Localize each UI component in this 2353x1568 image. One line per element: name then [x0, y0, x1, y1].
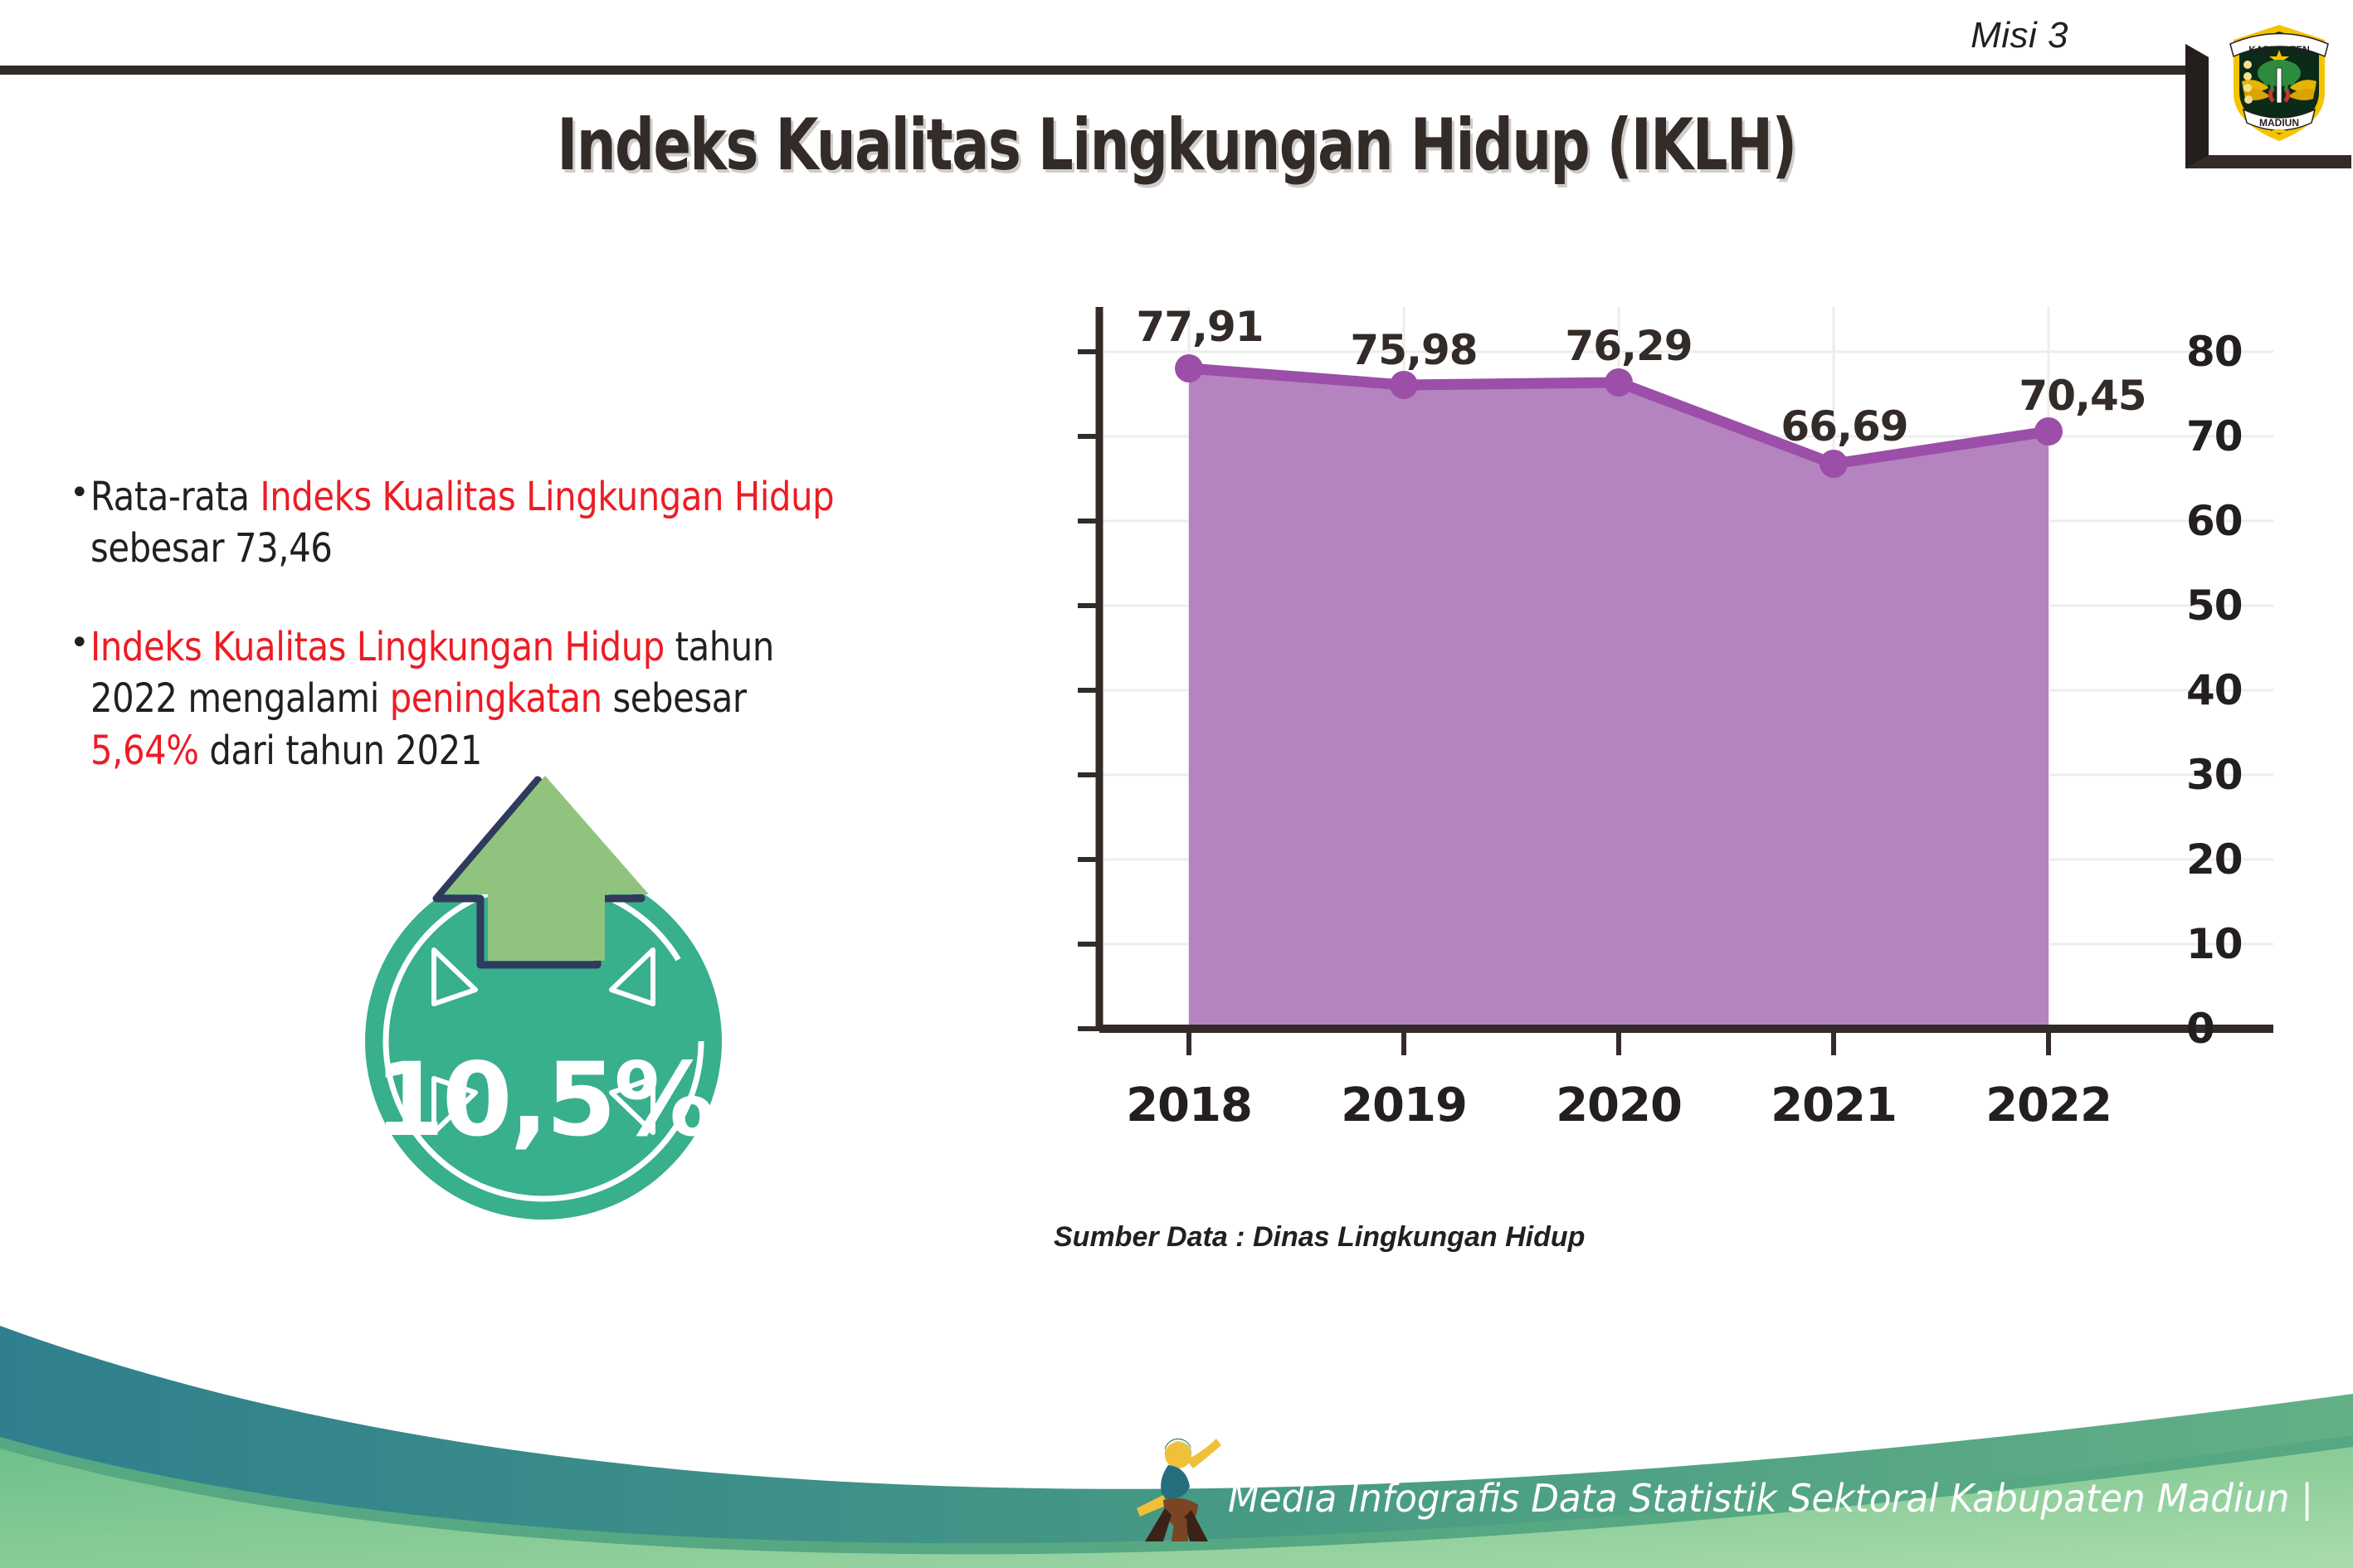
data-point-2022 — [2034, 417, 2063, 446]
chart-source-note: Sumber Data : Dinas Lingkungan Hidup — [1054, 1221, 1586, 1253]
y-tick-label: 60 — [2186, 497, 2243, 545]
chart-area-fill — [1189, 368, 2049, 1029]
bullet-segment: sebesar — [602, 675, 748, 723]
y-tick-label: 30 — [2186, 751, 2243, 799]
data-point-2018 — [1175, 354, 1203, 382]
bullet-list: • Rata-rata Indeks Kualitas Lingkungan H… — [70, 471, 974, 823]
footer-caption: Media Infografis Data Statistik Sektoral… — [1228, 1476, 2314, 1521]
data-label-2019: 75,98 — [1350, 326, 1478, 374]
bullet-text-1: Indeks Kualitas Lingkungan Hidup tahun 2… — [90, 621, 859, 777]
data-point-2020 — [1605, 368, 1633, 397]
bullet-segment: tahun 2022 mengalami — [90, 623, 774, 723]
data-label-2022: 70,45 — [2019, 372, 2146, 420]
data-label-2018: 77,91 — [1136, 303, 1264, 351]
bullet-segment: Rata-rata — [90, 474, 261, 520]
bullet-segment: dari tahun 2021 — [198, 727, 482, 774]
badge-corner-arrows — [431, 947, 655, 1135]
iklh-area-chart: 80 70 60 50 40 30 20 10 0 2018 2019 2020… — [979, 290, 2273, 1203]
data-point-2019 — [1390, 371, 1418, 399]
y-tick-label: 10 — [2186, 920, 2243, 968]
badge-graphic — [365, 776, 722, 1220]
bullet-text-0: Rata-rata Indeks Kualitas Lingkungan Hid… — [90, 471, 859, 575]
chart-svg — [1078, 307, 2273, 1055]
y-tick-label: 80 — [2186, 328, 2243, 376]
kabupaten-madiun-logo: KABUPATEN MADIUN — [2229, 25, 2329, 141]
chart-markers — [1175, 354, 2063, 478]
bullet-segment-highlight: Indeks Kualitas Lingkungan Hidup — [90, 623, 665, 670]
chart-x-ticks — [1186, 1029, 2051, 1055]
y-tick-label: 50 — [2186, 582, 2243, 630]
badge-circle — [365, 863, 722, 1220]
up-arrow-icon — [432, 776, 649, 969]
bullet-segment-highlight: peningkatan — [389, 675, 602, 723]
data-point-2021 — [1820, 450, 1848, 478]
bullet-segment-highlight: Indeks Kualitas Lingkungan Hidup — [260, 474, 835, 520]
footer-wave-bottom — [0, 1447, 2353, 1568]
bullet-segment: sebesar 73,46 — [90, 525, 333, 572]
y-tick-label: 70 — [2186, 412, 2243, 460]
bullet-dot-icon: • — [70, 474, 90, 512]
y-tick-label: 40 — [2186, 666, 2243, 714]
x-tick-label: 2022 — [1985, 1079, 2112, 1132]
chart-y-ticks — [1078, 349, 1099, 1031]
x-tick-label: 2021 — [1771, 1079, 1898, 1132]
list-item: • Rata-rata Indeks Kualitas Lingkungan H… — [70, 471, 974, 575]
bullet-segment-highlight: 5,64% — [90, 727, 199, 774]
x-tick-label: 2019 — [1341, 1079, 1468, 1132]
y-tick-label: 0 — [2186, 1005, 2215, 1053]
logo-bracket-frame — [2185, 44, 2351, 168]
bullet-dot-icon: • — [70, 623, 90, 662]
list-item: • Indeks Kualitas Lingkungan Hidup tahun… — [70, 621, 974, 777]
header-divider-line — [0, 66, 2198, 75]
misi-label: Misi 3 — [1971, 15, 2068, 56]
page-title: Indeks Kualitas Lingkungan Hidup (IKLH) — [557, 104, 1797, 187]
data-label-2020: 76,29 — [1565, 322, 1693, 370]
dancer-figure-logo — [1137, 1438, 1221, 1541]
logo-bottom-label: MADIUN — [2259, 117, 2299, 129]
y-tick-label: 20 — [2186, 835, 2243, 884]
footer-wave-banner — [0, 1326, 2353, 1568]
x-tick-label: 2020 — [1556, 1079, 1683, 1132]
increase-badge: 10,5% — [328, 759, 759, 1224]
data-label-2021: 66,69 — [1781, 402, 1908, 450]
x-tick-label: 2018 — [1126, 1079, 1253, 1132]
